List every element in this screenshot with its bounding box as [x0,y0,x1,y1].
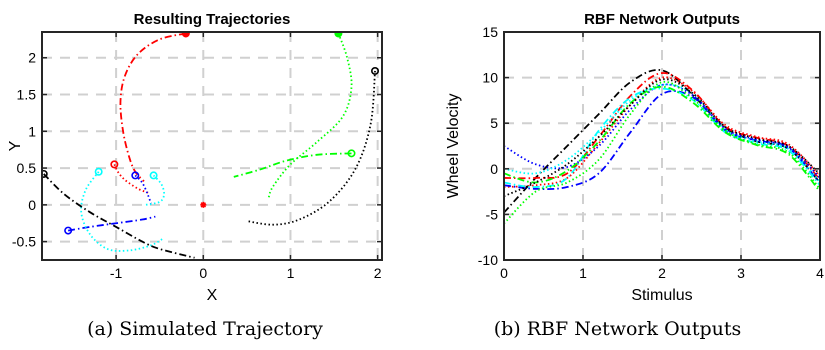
chart-b-ytick-label-3: 5 [490,115,498,131]
chart-a-series-7-start-marker [371,66,380,75]
chart-a-ytick-label-2: 0.5 [17,160,37,176]
chart-a-target-d2 [200,202,207,208]
chart-a-ylabel: Y [7,140,24,151]
chart-a-xtick-label-1: 0 [199,265,207,281]
chart-b-xtick-label-0: 0 [500,265,508,281]
caption-b: (b) RBF Network Outputs [493,318,742,340]
chart-b-series-9 [504,78,820,197]
chart-b-xlabel: Stimulus [631,287,692,304]
chart-a-series-2 [134,174,152,204]
chart-a-series-5-start-marker [149,171,158,180]
figure-b: 0 1 2 3 4 -10 -5 0 5 10 15 RBF Network Outputs Stimu… [410,0,825,350]
chart-a-xtick-label-0: -1 [110,265,123,281]
chart-b-xtick-label-3: 3 [737,265,745,281]
chart-a-ytick-label-1: 0 [28,197,36,213]
chart-b-ytick-label-1: -5 [486,206,499,222]
caption-a: (a) Simulated Trajectory [87,318,323,340]
chart-b-series-0 [504,68,820,214]
chart-b-series-2 [504,76,820,188]
chart-a-series-0 [119,32,187,182]
chart-a-series-4-start-marker [94,167,103,176]
chart-a-series-9 [233,152,352,178]
chart-a-series-0-start-marker [181,32,190,38]
chart-b-series-6 [504,87,820,188]
chart-a-series-5 [145,174,165,206]
trajectory-chart: -1 0 1 2 -0.5 0 0.5 1 1.5 2 Resulting Trajectories… [7,11,383,304]
chart-a-xtick-label-2: 1 [287,265,295,281]
chart-b-ytick-label-0: -10 [478,252,498,268]
chart-b-xtick-label-4: 4 [816,265,824,281]
chart-b-ytick-label-5: 15 [482,24,498,40]
chart-b-series-4 [504,90,820,191]
chart-a-xlabel: X [207,287,218,304]
chart-a-xtick-label-3: 2 [374,265,382,281]
figure-a: -1 0 1 2 -0.5 0 0.5 1 1.5 2 Resulting Trajectories… [0,0,410,350]
chart-b-xtick-label-1: 1 [579,265,587,281]
rbf-output-chart: 0 1 2 3 4 -10 -5 0 5 10 15 RBF Network Outputs Stimu… [445,11,824,304]
chart-a-series-6-start-marker [42,169,48,178]
chart-a-series-3-start-marker [64,226,73,235]
chart-a-series-3 [68,215,156,232]
chart-a-series-7 [246,70,376,226]
chart-a-series-6 [43,173,195,259]
chart-b-series-1 [504,72,820,181]
chart-a-series-8 [267,33,353,198]
chart-b-xtick-label-2: 2 [658,265,666,281]
chart-a-series-8-start-marker [334,32,343,38]
chart-a-plot-area [42,32,380,259]
chart-b-plot-area [504,68,820,225]
chart-b-ylabel: Wheel Velocity [445,94,462,199]
chart-a-ytick-label-3: 1 [28,123,36,139]
chart-a-series-9-start-marker [347,149,356,158]
chart-b-series-5 [504,83,820,183]
chart-b-series-7 [504,80,820,225]
chart-b-ytick-label-2: 0 [490,161,498,177]
chart-a-axes-frame [41,31,383,261]
chart-a-series-4 [80,171,165,252]
chart-b-series-8 [504,85,820,193]
chart-a-target-marker [200,201,207,208]
chart-a-title: Resulting Trajectories [134,11,291,28]
chart-b-ytick-label-4: 10 [482,70,498,86]
chart-a-ytick-label-0: -0.5 [12,234,36,250]
chart-a-series-1 [113,164,150,194]
chart-b-title: RBF Network Outputs [584,11,740,28]
chart-a-series-1-start-marker [110,160,119,169]
chart-a-ytick-label-5: 2 [28,50,36,66]
chart-a-series-2-start-marker [131,171,140,180]
chart-a-ytick-label-4: 1.5 [17,87,37,103]
